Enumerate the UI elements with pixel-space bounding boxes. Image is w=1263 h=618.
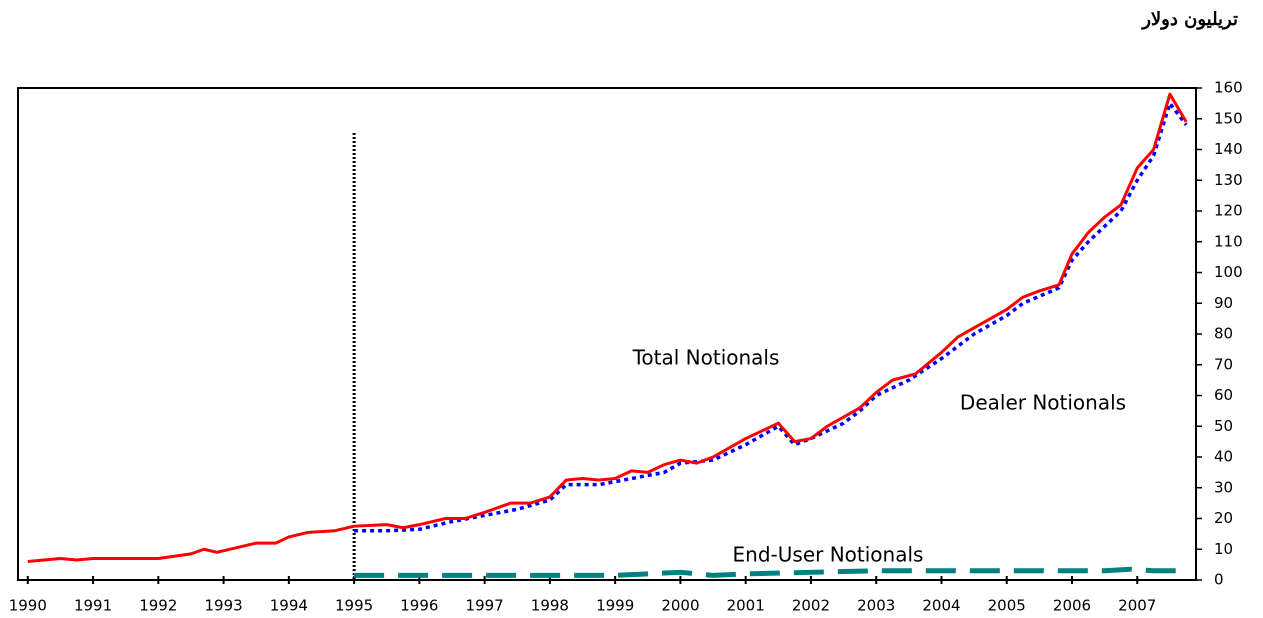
x-tick-label: 1992 — [139, 597, 177, 615]
annotation: Total Notionals — [632, 346, 780, 370]
y-tick-label: 70 — [1214, 355, 1233, 373]
series-line — [27, 92, 1188, 564]
y-tick-label: 60 — [1214, 386, 1233, 404]
x-tick-label: 1990 — [9, 597, 47, 615]
y-tick-label: 20 — [1214, 509, 1233, 527]
x-tick-label: 2007 — [1118, 597, 1156, 615]
y-tick-label: 140 — [1214, 140, 1243, 158]
x-tick-label: 1999 — [596, 597, 634, 615]
y-tick-label: 120 — [1214, 202, 1243, 220]
y-tick-label: 30 — [1214, 478, 1233, 496]
x-tick-label: 1993 — [204, 597, 242, 615]
y-tick-label: 160 — [1214, 79, 1243, 97]
y-tick-label: 100 — [1214, 263, 1243, 281]
x-tick-label: 1998 — [531, 597, 569, 615]
x-tick-label: 1991 — [74, 597, 112, 615]
x-tick-label: 2001 — [727, 597, 765, 615]
x-tick-label: 2006 — [1053, 597, 1091, 615]
y-tick-label: 130 — [1214, 171, 1243, 189]
y-tick-label: 110 — [1214, 232, 1243, 250]
y-tick-label: 50 — [1214, 417, 1233, 435]
y-tick-label: 10 — [1214, 540, 1233, 558]
annotation: End-User Notionals — [733, 543, 924, 567]
annotation: Dealer Notionals — [960, 391, 1126, 415]
unit-label: تريليون دولار — [1140, 9, 1238, 30]
y-tick-label: 80 — [1214, 325, 1233, 343]
x-tick-label: 1996 — [400, 597, 438, 615]
x-tick-label: 2000 — [661, 597, 699, 615]
x-tick-label: 2005 — [988, 597, 1026, 615]
y-tick-label: 0 — [1214, 571, 1224, 589]
x-tick-label: 1994 — [270, 597, 308, 615]
x-tick-label: 1995 — [335, 597, 373, 615]
y-tick-label: 150 — [1214, 109, 1243, 127]
series-line — [354, 101, 1188, 533]
y-tick-label: 40 — [1214, 448, 1233, 466]
x-tick-label: 2002 — [792, 597, 830, 615]
x-tick-label: 2003 — [857, 597, 895, 615]
plot-frame — [17, 87, 1197, 581]
y-tick-label: 90 — [1214, 294, 1233, 312]
series-line — [354, 566, 1190, 578]
x-tick-label: 1997 — [466, 597, 504, 615]
x-tick-label: 2004 — [922, 597, 960, 615]
